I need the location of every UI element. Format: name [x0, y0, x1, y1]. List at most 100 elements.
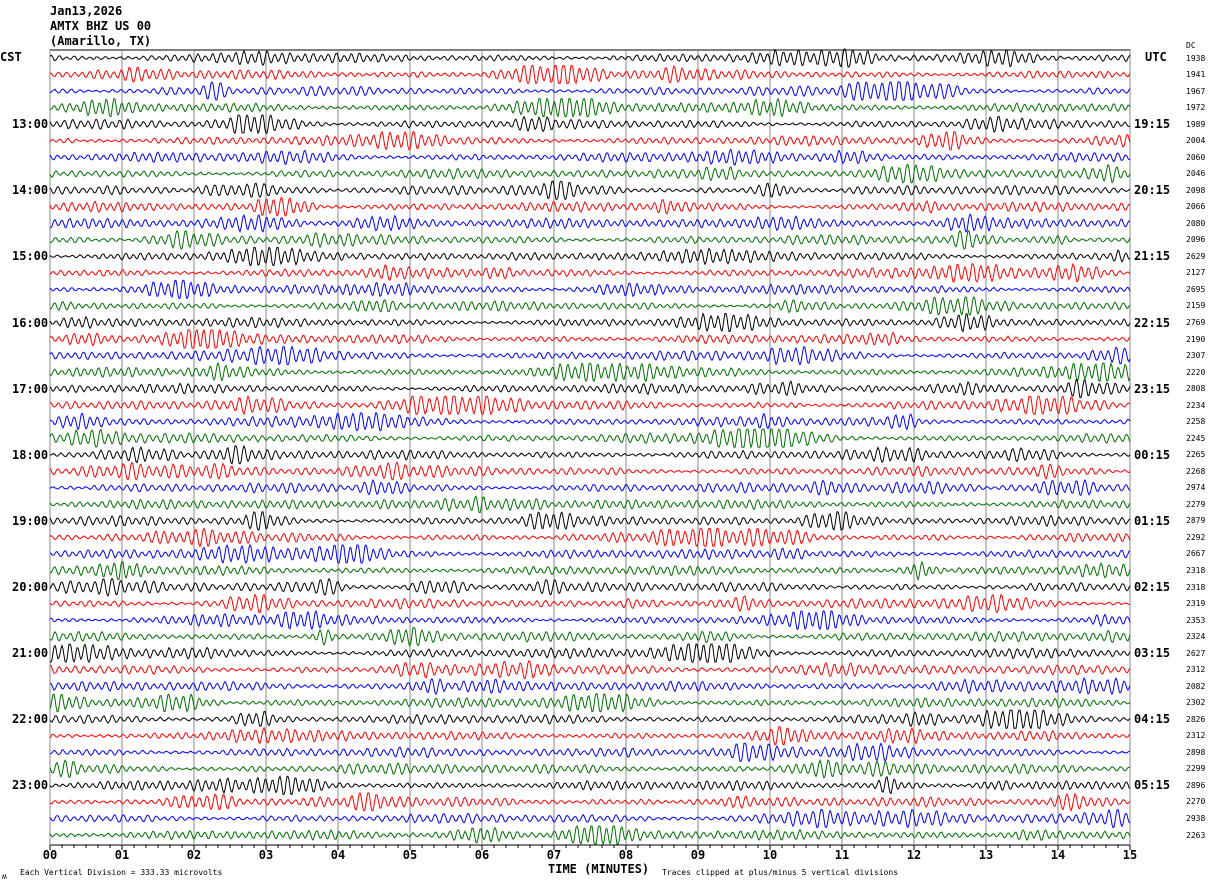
x-tick-label: 11	[834, 848, 850, 862]
dc-title: DC	[1186, 41, 1196, 50]
seismic-trace	[49, 113, 1131, 135]
dc-offset-label: 2159	[1186, 301, 1206, 311]
cst-time-label: 13:00	[12, 117, 49, 132]
seismic-trace	[49, 180, 1131, 200]
seismic-trace	[49, 543, 1131, 565]
dc-offset-label: 2667	[1186, 549, 1206, 559]
dc-offset-label: 2258	[1186, 417, 1206, 427]
seismic-trace	[49, 345, 1131, 366]
x-tick-label: 01	[114, 848, 130, 862]
x-tick-label: 05	[402, 848, 418, 862]
seismic-trace	[49, 296, 1131, 316]
dc-offset-label: 2127	[1186, 268, 1206, 278]
seismic-trace	[49, 328, 1131, 349]
seismic-trace	[49, 81, 1131, 102]
seismic-trace	[49, 461, 1131, 481]
seismic-trace	[49, 495, 1131, 514]
dc-offset-label: 2318	[1186, 582, 1206, 592]
seismic-trace	[49, 48, 1131, 68]
dc-offset-label: 2263	[1186, 830, 1206, 840]
cst-time-label: 14:00	[12, 183, 49, 198]
cst-time-label: 19:00	[12, 513, 49, 528]
dc-offset-label: 1972	[1186, 103, 1206, 113]
dc-offset-label: 2265	[1186, 450, 1206, 460]
utc-axis-title: UTC	[1145, 50, 1167, 64]
plot-frame	[49, 49, 1131, 846]
dc-offset-label: 2190	[1186, 334, 1206, 344]
dc-offset-label: 2769	[1186, 318, 1206, 327]
seismic-trace	[49, 428, 1131, 449]
location-label: (Amarillo, TX)	[50, 34, 152, 48]
dc-offset-label: 2629	[1186, 251, 1206, 261]
station-label: AMTX BHZ US 00	[50, 19, 152, 33]
utc-time-label: 04:15	[1134, 712, 1171, 727]
dc-offset-label: 2324	[1186, 632, 1206, 642]
dc-offset-label: 2245	[1186, 433, 1206, 443]
seismic-trace	[49, 163, 1131, 184]
seismic-trace	[49, 692, 1131, 714]
dc-offset-label: 2879	[1186, 516, 1206, 526]
seismic-trace	[49, 726, 1131, 746]
seismic-trace	[49, 262, 1131, 283]
seismic-trace	[49, 148, 1131, 166]
dc-offset-label: 2299	[1186, 764, 1206, 774]
x-tick-label: 02	[186, 848, 202, 862]
date-label: Jan13,2026	[50, 4, 123, 18]
seismic-trace	[49, 510, 1131, 532]
seismic-trace	[49, 279, 1131, 300]
dc-offset-label: 1989	[1186, 119, 1206, 129]
dc-offset-label: 2220	[1186, 367, 1206, 377]
logo-mark: ʍ	[2, 872, 7, 881]
seismic-trace	[49, 64, 1131, 85]
cst-time-label: 23:00	[12, 778, 49, 793]
dc-offset-label: 1967	[1186, 86, 1206, 96]
utc-time-label: 00:15	[1134, 447, 1171, 462]
utc-time-label: 05:15	[1134, 778, 1171, 793]
cst-time-label: 22:00	[12, 712, 49, 727]
x-tick-label: 13	[978, 848, 994, 862]
x-tick-label: 00	[42, 848, 58, 862]
dc-offset-label: 2312	[1186, 731, 1206, 741]
dc-offset-label: 2896	[1186, 780, 1206, 790]
seismic-trace	[49, 229, 1131, 250]
x-tick-label: 08	[618, 848, 634, 862]
scale-note: Each Vertical Division = 333.33 microvol…	[20, 868, 223, 877]
dc-offset-label: 2318	[1186, 565, 1206, 575]
seismic-trace	[49, 593, 1131, 614]
utc-time-label: 23:15	[1134, 381, 1171, 396]
seismic-trace	[49, 197, 1131, 217]
utc-time-label: 01:15	[1134, 513, 1171, 528]
dc-offset-label: 2312	[1186, 665, 1206, 675]
x-tick-label: 09	[690, 848, 706, 862]
utc-time-label: 02:15	[1134, 580, 1171, 595]
seismic-trace	[49, 643, 1131, 664]
seismic-trace	[49, 560, 1131, 581]
dc-offset-label: 2826	[1186, 714, 1206, 724]
x-tick-label: 15	[1122, 848, 1138, 862]
seismic-trace	[49, 677, 1131, 696]
dc-offset-label: 2302	[1186, 698, 1206, 708]
clip-note: Traces clipped at plus/minus 5 vertical …	[662, 868, 899, 877]
x-tick-label: 06	[474, 848, 490, 862]
dc-offset-label: 2898	[1186, 747, 1206, 757]
seismic-trace	[49, 246, 1131, 267]
seismic-trace	[49, 97, 1131, 119]
x-axis-title: TIME (MINUTES)	[548, 862, 650, 876]
x-tick-label: 03	[258, 848, 274, 862]
seismic-trace	[49, 824, 1131, 846]
seismic-trace	[49, 213, 1131, 233]
dc-offset-label: 2270	[1186, 797, 1206, 807]
seismic-trace	[49, 709, 1131, 730]
seismic-trace	[49, 759, 1130, 780]
x-tick-label: 07	[546, 848, 562, 862]
seismic-trace	[49, 312, 1131, 333]
dc-offset-label: 2268	[1186, 466, 1206, 476]
dc-offset-label: 1941	[1186, 70, 1206, 80]
dc-offset-label: 2353	[1186, 615, 1206, 625]
dc-offset-label: 2060	[1186, 152, 1206, 162]
cst-time-label: 16:00	[12, 315, 49, 330]
seismic-trace	[49, 808, 1131, 829]
dc-offset-label: 2096	[1186, 235, 1206, 245]
dc-offset-label: 2292	[1186, 532, 1206, 542]
